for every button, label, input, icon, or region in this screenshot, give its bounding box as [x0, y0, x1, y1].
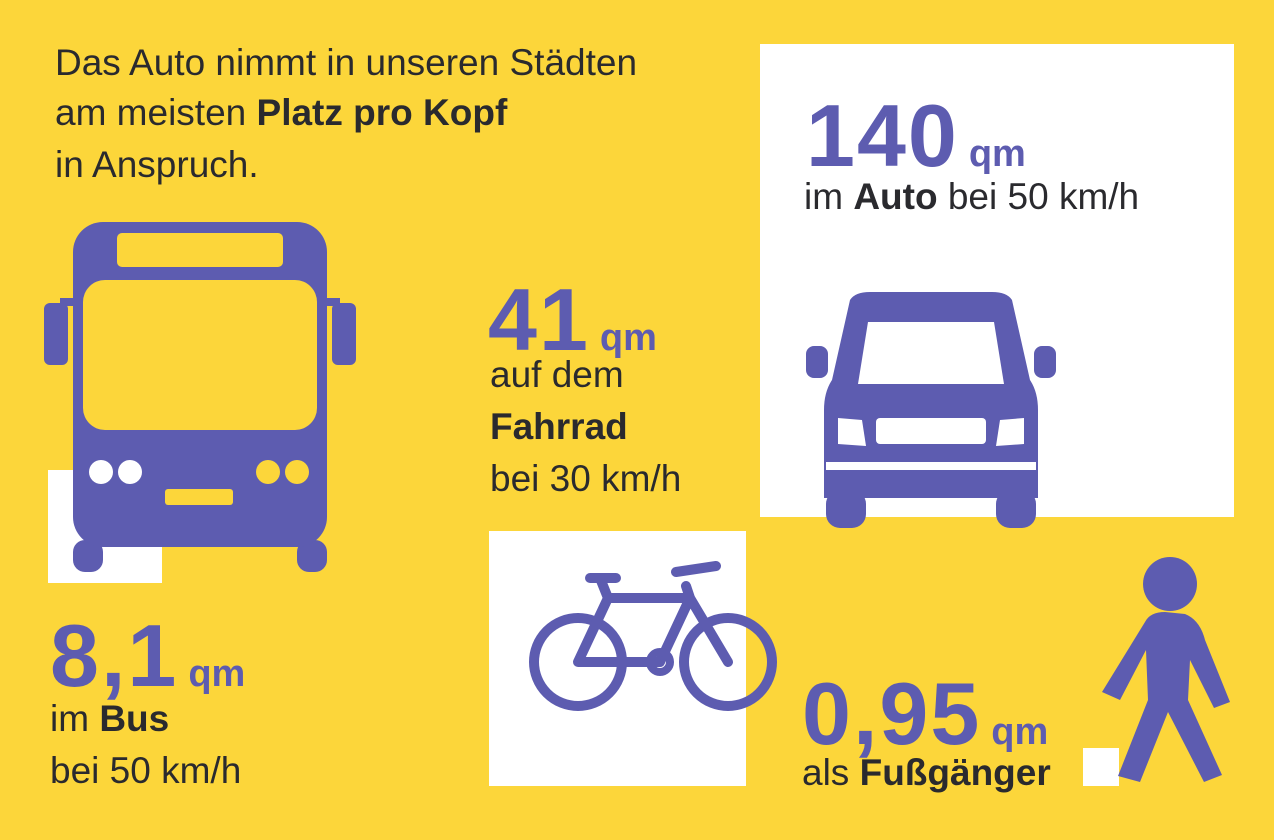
- headline-line: Das Auto nimmt in unseren Städten: [55, 42, 638, 83]
- car-light: [996, 418, 1024, 446]
- walk-box: [1083, 748, 1119, 786]
- unit: qm: [599, 317, 657, 359]
- headline-line: in Anspruch.: [55, 144, 259, 185]
- car-light: [838, 418, 866, 446]
- headline-text: am meisten: [55, 92, 247, 133]
- caption-text: bei 50 km/h: [947, 176, 1140, 217]
- bike-caption: bei 30 km/h: [490, 458, 682, 499]
- bus-figure: 8,1 qm: [50, 612, 245, 700]
- bus-caption: bei 50 km/h: [50, 750, 242, 791]
- bike-caption: auf dem: [490, 354, 624, 395]
- walk-caption: als Fußgänger: [802, 748, 1051, 798]
- headline-emphasis: Platz pro Kopf: [256, 92, 508, 133]
- bus-light: [256, 460, 280, 484]
- value: 8,1: [50, 606, 179, 705]
- bus-windshield: [83, 280, 317, 430]
- caption-text: als: [802, 752, 850, 793]
- bus-light: [285, 460, 309, 484]
- caption-text: im: [50, 698, 90, 739]
- car-figure: 140 qm: [806, 92, 1026, 180]
- value: 0,95: [802, 664, 982, 763]
- car-grille: [876, 418, 986, 444]
- bus-sign: [117, 233, 283, 267]
- caption-bold: Fußgänger: [859, 752, 1051, 793]
- bus-light: [118, 460, 142, 484]
- bike-figure: 41 qm: [488, 276, 657, 364]
- bike-caption: Fahrrad: [490, 406, 628, 447]
- value: 41: [488, 270, 590, 369]
- caption-bold: Bus: [99, 698, 170, 739]
- walk-figure: 0,95 qm: [802, 670, 1048, 758]
- unit: qm: [188, 653, 246, 695]
- caption-bold: Auto: [853, 176, 938, 217]
- value: 140: [806, 86, 959, 185]
- car-caption: im Auto bei 50 km/h: [804, 172, 1139, 222]
- car-windshield: [858, 322, 1004, 384]
- bus-light: [89, 460, 113, 484]
- bus-caption: im Bus: [50, 694, 169, 744]
- unit: qm: [991, 711, 1049, 753]
- unit: qm: [968, 133, 1026, 175]
- walker-icon: [1102, 557, 1230, 782]
- car-bumper: [826, 462, 1036, 470]
- headline-line: am meisten Platz pro Kopf: [55, 88, 507, 138]
- caption-text: im: [804, 176, 844, 217]
- bike-icon: [529, 561, 777, 711]
- bus-plate: [165, 489, 233, 505]
